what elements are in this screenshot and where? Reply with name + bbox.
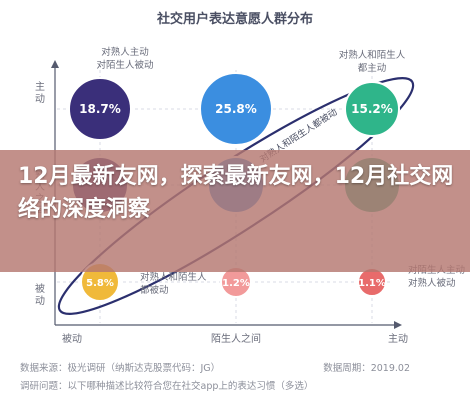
bubble-category-label: 对熟人主动 xyxy=(101,46,149,58)
footer-date: 数据周期：2019.02 xyxy=(323,363,410,374)
bubble-category-label: 对陌生人被动 xyxy=(96,59,153,71)
bubble-3 xyxy=(344,81,400,137)
bubble-category-label: 对熟人和陌生人 xyxy=(140,271,207,283)
x-axis-title: 陌生人之间 xyxy=(211,332,261,345)
chart-title: 社交用户表达意愿人群分布 xyxy=(156,12,313,27)
overlay-banner xyxy=(0,150,470,272)
bubble-1 xyxy=(68,77,132,141)
y-axis-high-label: 主动 xyxy=(35,81,45,105)
bubble-value-label: 5.8% xyxy=(86,278,114,289)
x-axis-high-label: 主动 xyxy=(388,333,408,345)
bubble-category-label: 对熟人被动 xyxy=(408,277,456,289)
y-axis-arrow xyxy=(51,60,59,68)
bubble-value-label: 1.1% xyxy=(358,278,386,289)
x-axis-arrow xyxy=(394,321,402,329)
bubble-value-label: 18.7% xyxy=(79,102,121,116)
bubble-category-label: 都被动 xyxy=(140,284,169,296)
footer-question: 调研问题：以下哪种描述比较符合您在社交app上的表达习惯（多选） xyxy=(20,381,314,392)
bubble-value-label: 1.2% xyxy=(222,278,250,289)
x-axis-low-label: 被动 xyxy=(62,332,82,345)
bubble-category-label: 对熟人和陌生人 xyxy=(339,49,406,61)
y-axis-low-label: 被动 xyxy=(35,282,45,307)
bubble-value-label: 15.2% xyxy=(351,102,393,116)
banner-headline: 12月最新友网，探索最新友网，12月社交网络的深度洞察 xyxy=(18,164,454,222)
bubble-category-label: 都主动 xyxy=(358,62,387,74)
bubble-2 xyxy=(199,72,273,146)
footer-source: 数据来源：极光调研（纳斯达克股票代码：JG） xyxy=(20,363,221,374)
bubble-value-label: 25.8% xyxy=(215,102,257,116)
